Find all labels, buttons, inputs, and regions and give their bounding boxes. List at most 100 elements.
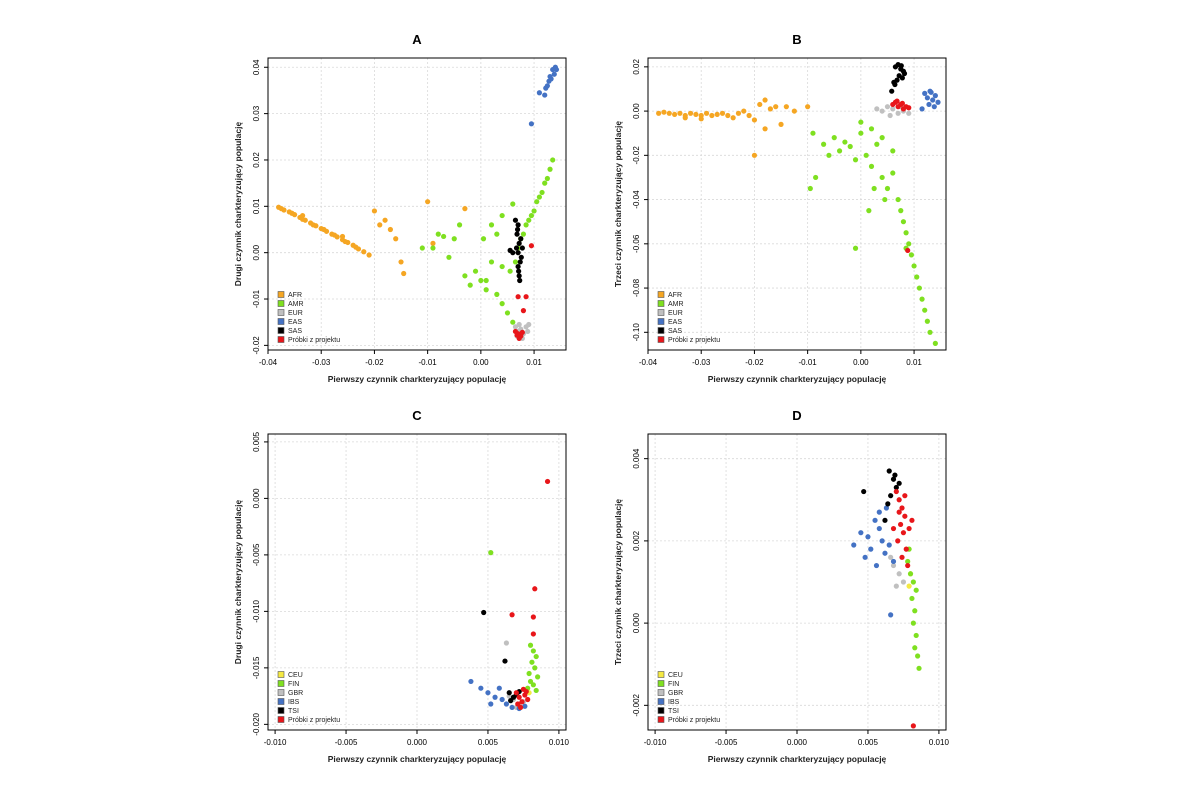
data-point xyxy=(517,277,523,284)
legend-label: AMR xyxy=(288,301,304,308)
y-tick-label: 0.04 xyxy=(252,59,261,75)
y-tick-label: 0.000 xyxy=(252,488,261,509)
y-tick-label: -0.08 xyxy=(632,278,641,297)
x-tick-label: -0.03 xyxy=(312,358,331,367)
data-point xyxy=(899,554,905,560)
data-point xyxy=(862,554,868,560)
data-point xyxy=(278,206,284,212)
data-point xyxy=(888,554,894,560)
data-point xyxy=(884,185,891,192)
data-point xyxy=(515,222,521,228)
data-point xyxy=(526,321,532,328)
data-point xyxy=(892,472,898,478)
y-tick-label: -0.020 xyxy=(252,712,261,735)
x-tick-label: -0.02 xyxy=(365,358,384,367)
legend: AFR AMR EUR EAS SAS Próbki z projektu xyxy=(277,291,340,344)
data-point xyxy=(932,340,938,346)
data-point xyxy=(339,233,346,240)
x-tick-label: -0.04 xyxy=(259,358,278,367)
data-point xyxy=(890,476,897,482)
data-point xyxy=(928,89,934,95)
data-point xyxy=(903,546,909,552)
y-tick-label: 0.000 xyxy=(632,613,641,634)
x-tick-label: -0.01 xyxy=(799,358,818,367)
x-axis-label: Pierwszy czynnik charkteryzujący populac… xyxy=(328,374,507,384)
data-point xyxy=(532,586,538,592)
data-point xyxy=(899,75,905,81)
data-point xyxy=(730,115,736,121)
y-tick-label: -0.02 xyxy=(632,146,641,165)
data-point xyxy=(514,332,520,338)
data-point xyxy=(791,108,797,114)
data-point xyxy=(494,291,500,297)
legend-label: SAS xyxy=(668,328,682,335)
legend-swatch xyxy=(657,698,665,705)
data-point xyxy=(514,231,520,237)
data-point xyxy=(547,166,553,172)
data-point xyxy=(525,328,531,335)
data-point xyxy=(553,66,560,73)
y-tick-label: 0.01 xyxy=(252,198,261,214)
data-point xyxy=(512,259,519,265)
data-point xyxy=(494,231,500,237)
data-point xyxy=(902,493,908,499)
data-point xyxy=(896,571,902,577)
data-point xyxy=(714,111,720,118)
data-point xyxy=(509,612,515,618)
x-tick-label: 0.005 xyxy=(858,738,879,747)
data-point xyxy=(741,108,747,114)
data-point xyxy=(536,90,542,96)
y-tick-label: -0.04 xyxy=(632,190,641,209)
data-point xyxy=(905,247,911,254)
data-point xyxy=(310,222,316,228)
legend-label: Próbki z projektu xyxy=(668,337,720,344)
x-tick-label: -0.03 xyxy=(692,358,711,367)
data-point xyxy=(916,285,922,291)
x-tick-label: -0.010 xyxy=(264,738,287,747)
data-point xyxy=(502,658,508,664)
data-point xyxy=(530,614,536,620)
data-point xyxy=(900,579,907,585)
data-point xyxy=(899,505,905,511)
x-tick-label: -0.02 xyxy=(745,358,764,367)
series-sas xyxy=(889,62,908,94)
data-point xyxy=(924,95,930,101)
data-point xyxy=(517,259,523,265)
data-point xyxy=(492,694,498,700)
legend-swatch xyxy=(657,707,665,714)
y-tick-label: -0.06 xyxy=(632,234,641,253)
y-axis-label: Drugi czynnik charkteryzujący populację xyxy=(233,122,243,287)
data-point xyxy=(884,104,891,110)
data-point xyxy=(895,538,901,544)
data-point xyxy=(510,319,516,325)
data-point xyxy=(462,206,468,212)
data-point xyxy=(528,121,535,127)
data-point xyxy=(879,108,885,114)
data-point xyxy=(868,546,874,552)
data-point xyxy=(544,175,550,182)
data-point xyxy=(377,222,383,228)
data-point xyxy=(516,694,522,700)
data-point xyxy=(530,648,536,654)
legend-label: Próbki z projektu xyxy=(288,717,340,724)
y-tick-label: 0.005 xyxy=(252,431,261,452)
data-point xyxy=(525,696,531,703)
legend-swatch xyxy=(277,336,285,343)
data-point xyxy=(523,688,529,695)
legend-label: IBS xyxy=(668,699,680,706)
data-point xyxy=(866,208,872,214)
data-point xyxy=(516,321,522,328)
y-tick-label: 0.02 xyxy=(252,152,261,168)
data-point xyxy=(488,550,494,556)
series-afr xyxy=(656,97,811,158)
data-point xyxy=(515,250,521,256)
series-fin xyxy=(488,550,541,694)
series-amr xyxy=(807,119,938,346)
legend-label: Próbki z projektu xyxy=(288,337,340,344)
data-point xyxy=(879,538,885,544)
panel-b: B -0.04 -0.03 -0.02 -0.01 0.00 0.01 -0.10 -0.08 -… xyxy=(613,32,947,384)
data-point xyxy=(513,690,519,696)
data-point xyxy=(900,530,907,536)
panel-title: C xyxy=(412,408,422,423)
y-tick-label: -0.002 xyxy=(632,693,641,716)
